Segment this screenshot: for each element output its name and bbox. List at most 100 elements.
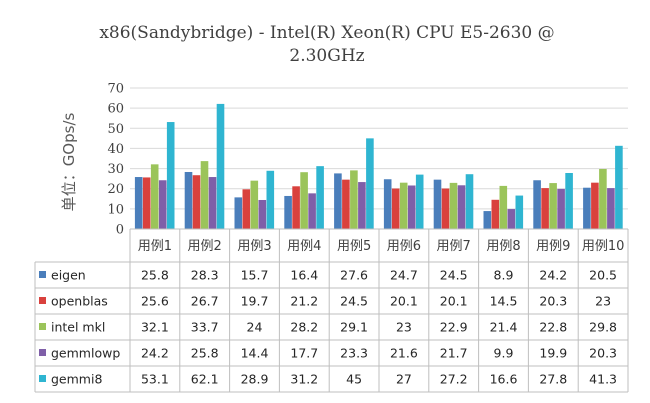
legend-swatch <box>39 297 46 304</box>
bar-eigen-9 <box>533 180 541 229</box>
y-tick-label: 40 <box>107 142 124 157</box>
category-label: 用例1 <box>138 239 172 254</box>
bar-eigen-10 <box>583 187 591 229</box>
legend-swatch <box>39 375 46 382</box>
chart-title-line-2: 2.30GHz <box>289 46 364 66</box>
bar-openblas-5 <box>342 179 350 229</box>
table-cell-value: 20.3 <box>589 346 617 361</box>
table-cell-value: 20.1 <box>440 294 468 309</box>
table-cell-value: 21.4 <box>490 320 518 335</box>
table-cell-value: 23 <box>396 320 412 335</box>
bar-eigen-8 <box>483 211 492 229</box>
table-cell-value: 20.1 <box>390 294 418 309</box>
table-cell-value: 14.5 <box>490 294 518 309</box>
table-cell-value: 29.8 <box>589 320 617 335</box>
bar-openblas-9 <box>541 188 549 229</box>
table-cell-value: 14.4 <box>241 346 269 361</box>
bar-eigen-1 <box>134 177 143 229</box>
legend-series-name: intel mkl <box>51 320 105 335</box>
bar-intel-mkl-7 <box>449 182 458 229</box>
table-cell-value: 32.1 <box>141 320 169 335</box>
bar-gemmlowp-2 <box>208 177 217 229</box>
table-cell-value: 24.7 <box>390 268 418 283</box>
table-cell-value: 24.5 <box>340 294 368 309</box>
bar-intel-mkl-2 <box>200 161 209 229</box>
table-cell-value: 25.6 <box>141 294 169 309</box>
bar-openblas-4 <box>292 186 300 229</box>
table-cell-value: 17.7 <box>290 346 318 361</box>
y-tick-labels: 0 10 20 30 40 50 60 70 <box>107 82 124 238</box>
y-tick-label: 50 <box>107 122 124 137</box>
category-label: 用例9 <box>536 239 570 254</box>
y-tick-label: 60 <box>107 102 124 117</box>
table-cell-value: 23.3 <box>340 346 368 361</box>
bar-intel-mkl-3 <box>250 180 259 229</box>
table-cell-value: 16.6 <box>490 372 518 387</box>
category-label: 用例7 <box>437 239 471 254</box>
table-cell-value: 27.8 <box>539 372 567 387</box>
bar-intel-mkl-5 <box>350 170 358 229</box>
bar-openblas-3 <box>242 189 251 229</box>
bar-gemmlowp-1 <box>158 180 167 229</box>
table-cell-value: 29.1 <box>340 320 368 335</box>
table-cell-value: 16.4 <box>290 268 318 283</box>
table-cell-value: 27.2 <box>440 372 468 387</box>
table-cell-value: 25.8 <box>191 346 219 361</box>
table-cell-value: 9.9 <box>494 346 514 361</box>
y-tick-label: 10 <box>107 202 124 217</box>
bar-intel-mkl-8 <box>499 185 508 229</box>
category-label: 用例4 <box>287 239 321 254</box>
legend-series-name: gemmlowp <box>51 346 120 361</box>
bar-gemmi8-1 <box>166 122 175 229</box>
table-cell-value: 24.2 <box>539 268 567 283</box>
bar-gemmi8-10 <box>615 145 623 229</box>
table-cell-value: 20.5 <box>589 268 617 283</box>
table-cell-value: 62.1 <box>191 372 219 387</box>
bar-gemmlowp-7 <box>457 185 466 229</box>
table-cell-value: 21.2 <box>290 294 318 309</box>
category-label: 用例5 <box>337 239 371 254</box>
data-table: 用例1 用例2 用例3 用例4 用例5 用例6 用例7 用例8 用例9 用例10 eigen 25.8… <box>34 228 629 393</box>
table-cell-value: 8.9 <box>494 268 514 283</box>
bar-gemmi8-2 <box>216 103 225 229</box>
category-label: 用例2 <box>188 239 222 254</box>
y-axis-label: 单位：GOps/s <box>60 112 78 211</box>
bar-intel-mkl-4 <box>300 172 308 229</box>
bar-eigen-7 <box>433 179 442 229</box>
bar-gemmlowp-8 <box>507 209 516 229</box>
bar-gemmi8-7 <box>465 174 474 229</box>
table-cell-value: 24.2 <box>141 346 169 361</box>
y-tick-label: 70 <box>107 82 124 97</box>
table-cell-value: 53.1 <box>141 372 169 387</box>
table-cell-value: 33.7 <box>191 320 219 335</box>
bars <box>134 103 623 229</box>
bar-eigen-6 <box>383 179 392 229</box>
table-cell-value: 22.8 <box>539 320 567 335</box>
category-label: 用例6 <box>387 239 421 254</box>
bar-openblas-7 <box>441 188 450 229</box>
legend-swatch <box>39 349 46 356</box>
table-cell-value: 28.2 <box>290 320 318 335</box>
legend-series-name: eigen <box>51 268 86 283</box>
category-label: 用例3 <box>237 239 271 254</box>
table-cell-value: 23 <box>595 294 611 309</box>
table-cell-value: 31.2 <box>290 372 318 387</box>
table-cell-value: 19.9 <box>539 346 567 361</box>
bar-eigen-3 <box>234 197 243 229</box>
bar-openblas-1 <box>142 177 151 229</box>
table-cell-value: 15.7 <box>241 268 269 283</box>
table-cell-value: 24.5 <box>440 268 468 283</box>
legend-swatch <box>39 323 46 330</box>
table-cell-value: 45 <box>346 372 362 387</box>
table-cell-value: 27 <box>396 372 412 387</box>
legend-swatch <box>39 271 46 278</box>
bar-openblas-6 <box>391 188 400 229</box>
bar-intel-mkl-1 <box>150 164 159 229</box>
category-label: 用例8 <box>486 239 520 254</box>
table-cell-value: 28.3 <box>191 268 219 283</box>
bar-gemmlowp-10 <box>607 188 615 229</box>
bar-intel-mkl-10 <box>599 168 607 229</box>
bar-gemmi8-9 <box>565 173 573 229</box>
